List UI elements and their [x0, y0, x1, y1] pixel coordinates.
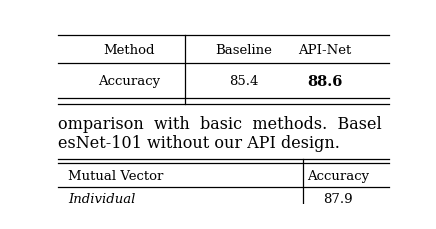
Text: 85.4: 85.4: [229, 75, 259, 88]
Text: Mutual Vector: Mutual Vector: [68, 169, 164, 182]
Text: 88.6: 88.6: [307, 74, 343, 88]
Text: esNet-101 without our API design.: esNet-101 without our API design.: [58, 134, 340, 151]
Text: Method: Method: [103, 44, 155, 57]
Text: Accuracy: Accuracy: [307, 169, 369, 182]
Text: Individual: Individual: [68, 192, 136, 205]
Text: 87.9: 87.9: [324, 192, 353, 205]
Text: Baseline: Baseline: [215, 44, 272, 57]
Text: Accuracy: Accuracy: [98, 75, 160, 88]
Text: API-Net: API-Net: [298, 44, 351, 57]
Text: omparison  with  basic  methods.  Basel: omparison with basic methods. Basel: [58, 115, 382, 132]
